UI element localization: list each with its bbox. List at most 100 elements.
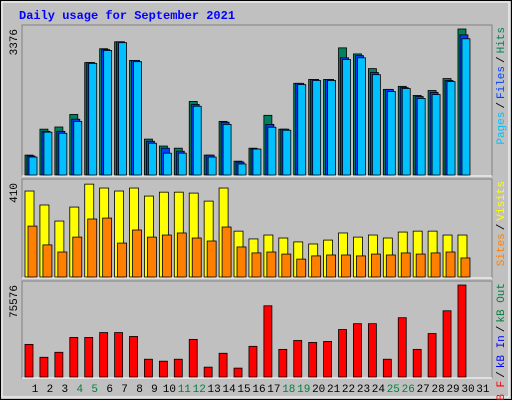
chart-title: Daily usage for September 2021 xyxy=(19,9,235,23)
bar xyxy=(293,340,303,378)
x-tick-label: 8 xyxy=(136,384,143,396)
bar xyxy=(248,345,258,378)
legend-entry: Files xyxy=(496,66,508,99)
bar xyxy=(69,337,79,378)
legend-entry: kB F xyxy=(496,381,508,400)
bar xyxy=(148,142,157,176)
bar xyxy=(207,156,217,176)
bar xyxy=(386,91,396,176)
x-tick-label: 15 xyxy=(237,384,250,396)
x-tick-label: 27 xyxy=(417,384,430,396)
x-tick-label: 29 xyxy=(446,384,459,396)
x-tick-label: 23 xyxy=(357,384,370,396)
x-tick-label: 24 xyxy=(372,384,386,396)
x-tick-label: 2 xyxy=(47,384,54,396)
bar xyxy=(114,332,123,378)
bar xyxy=(27,225,38,278)
x-tick-label: 26 xyxy=(402,384,415,396)
x-tick-label: 5 xyxy=(91,384,98,396)
bar xyxy=(401,88,411,176)
legend-separator: / xyxy=(496,371,508,378)
x-tick-label: 11 xyxy=(178,384,192,396)
x-tick-label: 16 xyxy=(252,384,265,396)
x-tick-label: 28 xyxy=(432,384,445,396)
bar xyxy=(42,244,53,278)
bar xyxy=(446,81,456,176)
bar xyxy=(24,343,34,378)
bar xyxy=(430,252,441,278)
bar xyxy=(173,358,183,378)
bar xyxy=(338,329,347,378)
bar xyxy=(57,251,68,278)
bar xyxy=(397,317,407,378)
bar xyxy=(412,348,422,378)
x-tick-label: 3 xyxy=(62,384,69,396)
bar xyxy=(161,234,172,278)
bar xyxy=(132,229,142,278)
bar xyxy=(188,338,198,378)
bar xyxy=(278,348,288,378)
bar xyxy=(58,132,68,176)
legend: kB F / kB In / kB Out xyxy=(496,283,508,400)
x-tick-label: 13 xyxy=(208,384,221,396)
bar xyxy=(263,305,273,378)
x-tick-label: 25 xyxy=(387,384,400,396)
x-tick-label: 17 xyxy=(267,384,280,396)
legend: Pages / Files / Hits xyxy=(496,27,508,145)
bar xyxy=(311,255,322,278)
y-tick-label: 410 xyxy=(9,183,21,203)
bar xyxy=(297,84,307,176)
bar xyxy=(176,232,187,278)
bar xyxy=(222,124,232,176)
bar xyxy=(162,152,172,176)
bar xyxy=(281,253,292,278)
y-tick-label: 75576 xyxy=(9,285,21,318)
bar xyxy=(431,94,441,176)
x-tick-label: 7 xyxy=(121,384,128,396)
bar xyxy=(341,254,351,278)
bar xyxy=(457,284,467,378)
bar xyxy=(102,217,113,278)
x-tick-label: 6 xyxy=(106,384,113,396)
x-tick-label: 9 xyxy=(151,384,158,396)
bar xyxy=(382,358,392,378)
bar xyxy=(87,218,98,278)
x-tick-label: 10 xyxy=(163,384,176,396)
bar xyxy=(308,342,318,378)
bar xyxy=(266,251,277,278)
bar xyxy=(252,148,262,176)
bar xyxy=(400,252,411,278)
bar xyxy=(296,258,307,278)
x-tick-label: 21 xyxy=(327,384,341,396)
bar xyxy=(445,251,456,278)
bar xyxy=(144,358,153,378)
bar xyxy=(218,352,228,378)
bar xyxy=(203,366,213,378)
bar xyxy=(442,310,452,378)
bar xyxy=(129,336,138,378)
bar xyxy=(371,74,381,176)
bar xyxy=(221,226,232,278)
bar xyxy=(158,360,168,378)
bar xyxy=(251,252,262,278)
x-tick-label: 12 xyxy=(193,384,206,396)
legend-separator: / xyxy=(496,326,508,333)
bar xyxy=(427,333,437,378)
bar xyxy=(326,254,337,278)
y-tick-label: 3376 xyxy=(9,29,21,55)
bar xyxy=(312,80,322,176)
x-tick-label: 20 xyxy=(312,384,325,396)
bar xyxy=(460,257,471,278)
legend-entry: Visits xyxy=(496,181,508,221)
bar xyxy=(103,50,113,176)
bar xyxy=(236,246,247,278)
x-tick-label: 4 xyxy=(76,384,83,396)
bar xyxy=(192,105,202,176)
x-tick-label: 14 xyxy=(222,384,236,396)
legend-entry: kB Out xyxy=(496,283,508,323)
legend-entry: kB In xyxy=(496,335,508,368)
bar xyxy=(54,351,64,378)
bar xyxy=(28,156,38,176)
